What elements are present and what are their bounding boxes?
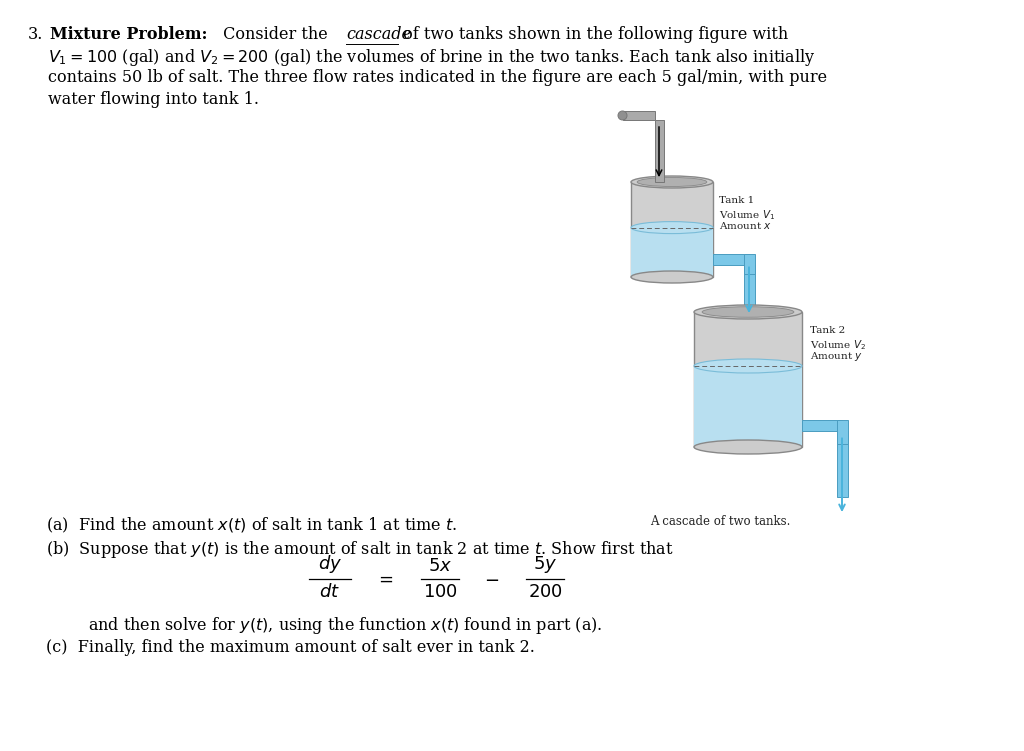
Ellipse shape [631,176,713,188]
Text: Tank 1: Tank 1 [719,196,755,205]
Text: Consider the: Consider the [218,26,333,43]
Text: $dy$: $dy$ [317,553,342,575]
Text: Volume $V_1$: Volume $V_1$ [719,208,775,222]
Polygon shape [713,254,749,264]
Ellipse shape [631,222,713,234]
Text: Tank 2: Tank 2 [810,326,845,335]
Text: (c)  Finally, find the maximum amount of salt ever in tank 2.: (c) Finally, find the maximum amount of … [46,638,535,656]
Text: Mixture Problem:: Mixture Problem: [50,26,208,43]
Polygon shape [802,420,842,430]
Text: of two tanks shown in the following figure with: of two tanks shown in the following figu… [398,26,788,43]
Text: Volume $V_2$: Volume $V_2$ [810,338,866,351]
Polygon shape [743,254,755,274]
Text: $5y$: $5y$ [532,554,557,575]
Polygon shape [631,182,713,277]
Ellipse shape [631,271,713,283]
Text: and then solve for $y(t)$, using the function $x(t)$ found in part (a).: and then solve for $y(t)$, using the fun… [88,615,602,636]
Polygon shape [694,366,802,447]
Ellipse shape [694,305,802,319]
Ellipse shape [694,440,802,454]
Polygon shape [837,430,848,497]
Text: (b)  Suppose that $y(t)$ is the amount of salt in tank 2 at time $t$. Show first: (b) Suppose that $y(t)$ is the amount of… [46,539,674,560]
Ellipse shape [618,111,627,120]
Text: A cascade of two tanks.: A cascade of two tanks. [650,515,791,528]
Polygon shape [623,111,654,120]
Text: $200$: $200$ [527,583,562,601]
Ellipse shape [694,359,802,373]
Text: $=$: $=$ [375,570,393,588]
Ellipse shape [702,306,794,317]
Ellipse shape [637,177,707,186]
Text: 3.: 3. [28,26,43,43]
Polygon shape [631,228,713,277]
Text: $-$: $-$ [484,570,500,588]
Text: contains 50 lb of salt. The three flow rates indicated in the figure are each 5 : contains 50 lb of salt. The three flow r… [48,69,827,86]
Polygon shape [837,420,848,444]
Text: cascade: cascade [346,26,411,43]
Polygon shape [654,120,664,182]
Text: Amount $y$: Amount $y$ [810,350,863,363]
Text: $V_1 = 100$ (gal) and $V_2 = 200$ (gal) the volumes of brine in the two tanks. E: $V_1 = 100$ (gal) and $V_2 = 200$ (gal) … [48,47,815,68]
Text: $100$: $100$ [423,583,458,601]
Polygon shape [743,264,755,308]
Text: water flowing into tank 1.: water flowing into tank 1. [48,91,259,107]
Text: Amount $x$: Amount $x$ [719,220,772,231]
Polygon shape [694,312,802,447]
Text: (a)  Find the amount $x(t)$ of salt in tank 1 at time $t$.: (a) Find the amount $x(t)$ of salt in ta… [46,516,457,535]
Text: $dt$: $dt$ [319,583,341,601]
Text: $5x$: $5x$ [428,557,453,575]
